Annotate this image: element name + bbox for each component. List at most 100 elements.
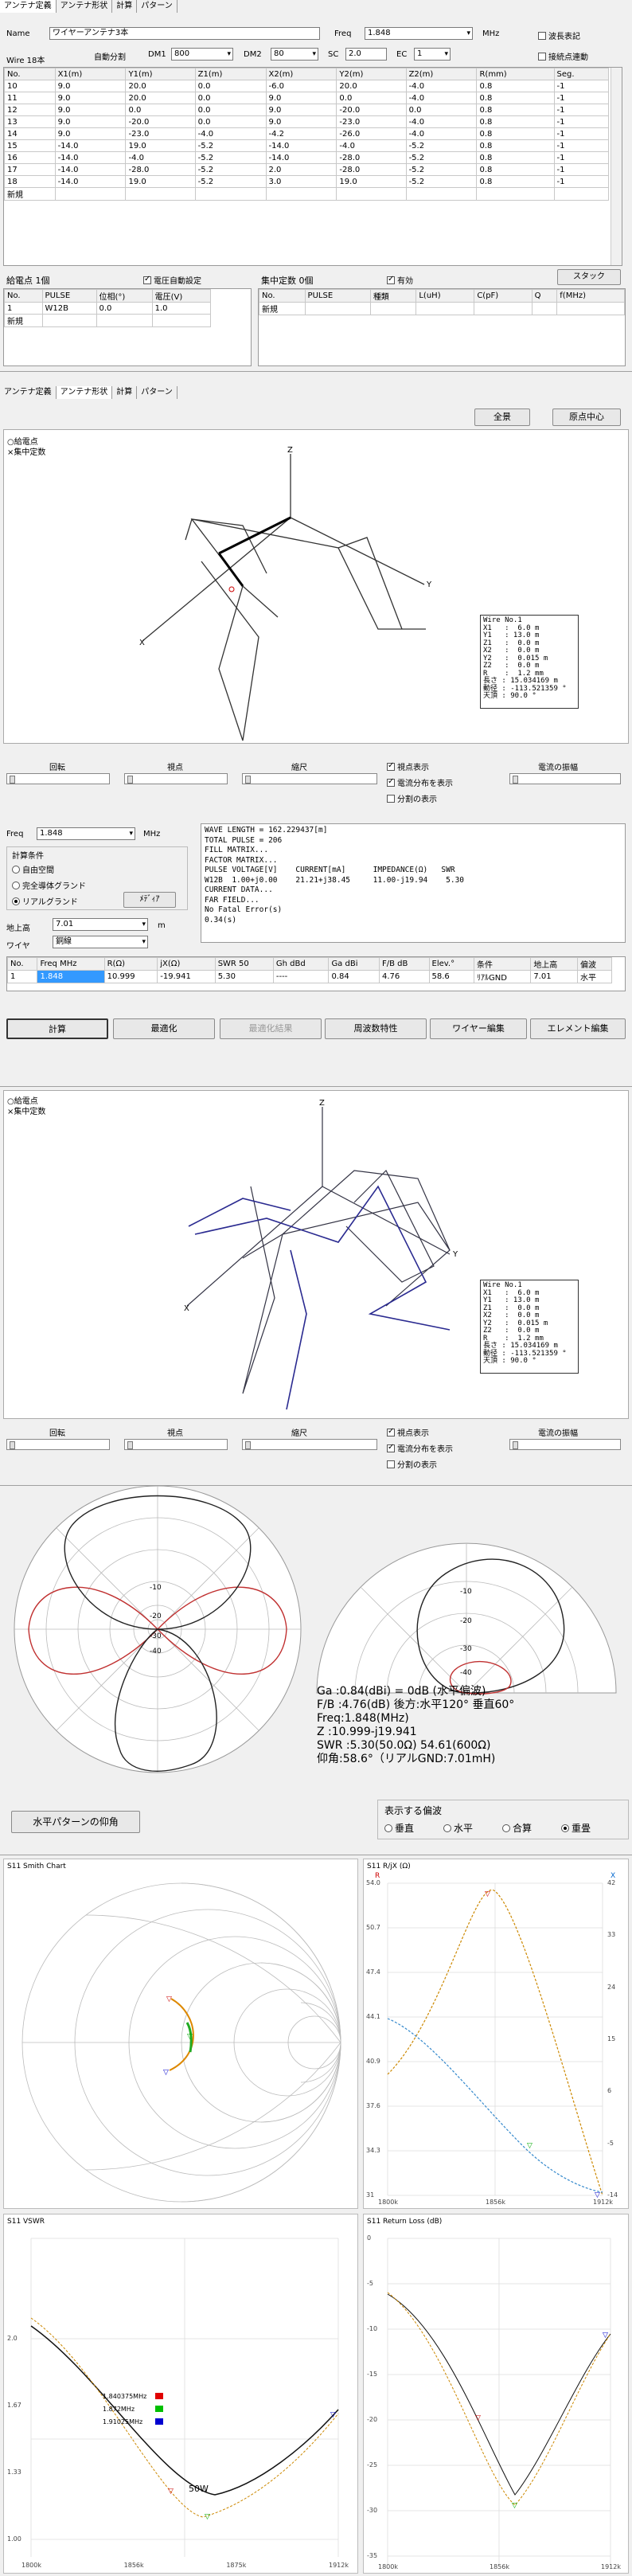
ec-select[interactable]: 1 — [414, 48, 451, 61]
optimize-button[interactable]: 最適化 — [113, 1018, 215, 1039]
table-cell[interactable]: -4.0 — [405, 80, 478, 92]
table-cell[interactable]: -5.2 — [405, 151, 478, 164]
table-cell[interactable]: -5.2 — [194, 151, 267, 164]
table-cell[interactable]: 9.0 — [265, 104, 337, 116]
table-cell[interactable]: -19.941 — [157, 970, 216, 983]
table-cell[interactable]: 0.8 — [476, 175, 555, 188]
real-ground-radio[interactable]: リアルグランド — [12, 895, 78, 907]
calc-header[interactable]: Freq MHz — [37, 957, 105, 971]
current-amp-slider[interactable] — [509, 773, 621, 784]
table-cell[interactable]: 5.30 — [214, 970, 274, 983]
rotate-slider[interactable] — [6, 773, 110, 784]
calc-button[interactable]: 計算 — [6, 1018, 108, 1039]
table-cell[interactable]: 12 — [4, 104, 56, 116]
load-header[interactable]: f(MHz) — [556, 289, 625, 303]
table-cell[interactable] — [474, 302, 533, 315]
table-cell[interactable]: -26.0 — [336, 127, 407, 140]
tab-antenna-shape[interactable]: アンテナ形状 — [56, 386, 113, 399]
table-cell[interactable]: 19.0 — [125, 175, 196, 188]
table-cell[interactable]: 14 — [4, 127, 56, 140]
feed-header[interactable]: 位相(°) — [96, 289, 153, 303]
table-cell[interactable]: -28.0 — [336, 151, 407, 164]
table-cell[interactable]: -23.0 — [336, 115, 407, 128]
wire_table-header[interactable]: X1(m) — [54, 68, 127, 80]
shape-view-1[interactable]: ○給電点 ×集中定数 X Y Z Wire No.1 X1 : 6.0 m Y1 :… — [3, 429, 629, 744]
table-cell[interactable]: 新規 — [259, 302, 306, 315]
show-current-checkbox[interactable]: 電流分布を表示 — [387, 1442, 453, 1454]
table-cell[interactable]: 新規 — [4, 187, 56, 201]
table-cell[interactable]: -4.0 — [405, 127, 478, 140]
table-cell[interactable]: -1 — [553, 151, 610, 164]
show-split-checkbox[interactable]: 分割の表示 — [387, 1458, 437, 1470]
table-cell[interactable]: 13 — [4, 115, 56, 128]
table-cell[interactable] — [405, 187, 478, 201]
table-cell[interactable]: 9.0 — [54, 80, 127, 92]
table-cell[interactable] — [265, 187, 337, 201]
feed-header[interactable]: PULSE — [41, 289, 97, 303]
rotate-slider[interactable] — [6, 1439, 110, 1450]
wire_table-header[interactable]: Y1(m) — [125, 68, 196, 80]
full-view-button[interactable]: 全景 — [474, 408, 530, 426]
calc-header[interactable]: jX(Ω) — [157, 957, 216, 971]
table-cell[interactable]: 9.0 — [265, 115, 337, 128]
table-cell[interactable]: 0.84 — [328, 970, 380, 983]
table-cell[interactable]: 17 — [4, 163, 56, 176]
table-cell[interactable] — [304, 302, 371, 315]
table-cell[interactable]: 19.0 — [336, 175, 407, 188]
table-cell[interactable] — [553, 187, 610, 201]
table-cell[interactable]: 0.0 — [194, 92, 267, 104]
calc-header[interactable]: SWR 50 — [214, 957, 274, 971]
table-cell[interactable]: 0.0 — [336, 92, 407, 104]
tab-pattern[interactable]: パターン — [137, 0, 178, 13]
table-cell[interactable]: 水平 — [577, 970, 612, 983]
table-cell[interactable] — [54, 187, 127, 201]
wire_table-header[interactable]: R(mm) — [476, 68, 555, 80]
table-cell[interactable]: 10.999 — [103, 970, 158, 983]
table-row[interactable]: 13 9.0 -20.0 0.0 9.0 -23.0 -4.0 0.8 -1 — [4, 115, 610, 128]
load-header[interactable]: PULSE — [304, 289, 371, 303]
table-cell[interactable]: 0.0 — [405, 104, 478, 116]
table-cell[interactable]: -5.2 — [405, 175, 478, 188]
table-cell[interactable] — [194, 187, 267, 201]
table-row[interactable]: 10 9.0 20.0 0.0 -6.0 20.0 -4.0 0.8 -1 — [4, 80, 610, 92]
table-cell[interactable]: -1 — [553, 80, 610, 92]
table-cell[interactable]: -6.0 — [265, 80, 337, 92]
table-cell[interactable]: 10 — [4, 80, 56, 92]
table-cell[interactable]: -20.0 — [125, 115, 196, 128]
table-cell[interactable]: -1 — [553, 163, 610, 176]
table-row[interactable]: 1 W12B 0.0 1.0 — [4, 302, 212, 315]
load-header[interactable]: C(pF) — [474, 289, 533, 303]
calc-freq-select[interactable]: 1.848 — [37, 827, 135, 840]
wire_table-header[interactable]: Z1(m) — [194, 68, 267, 80]
table-cell[interactable]: -14.0 — [265, 139, 337, 152]
wavelength-checkbox[interactable]: 波長表記 — [538, 29, 580, 41]
table-cell[interactable]: -4.0 — [125, 151, 196, 164]
connect-checkbox[interactable]: 接続点連動 — [538, 50, 588, 62]
table-cell[interactable]: 0.8 — [476, 92, 555, 104]
table-cell[interactable]: -1 — [553, 175, 610, 188]
table-cell[interactable] — [415, 302, 475, 315]
table-cell[interactable] — [369, 302, 417, 315]
table-cell[interactable]: -5.2 — [405, 139, 478, 152]
table-cell[interactable]: W12B — [41, 302, 97, 315]
table-cell[interactable]: -5.2 — [405, 163, 478, 176]
table-cell[interactable] — [151, 314, 212, 327]
tab-antenna-definition[interactable]: アンテナ定義 — [0, 0, 57, 13]
load-header[interactable]: No. — [259, 289, 306, 303]
table-cell[interactable]: 1 — [4, 302, 43, 315]
table-cell[interactable] — [96, 314, 153, 327]
pol-sum-radio[interactable]: 合算 — [502, 1821, 532, 1835]
current-amp-slider[interactable] — [509, 1439, 621, 1450]
shape-view-2[interactable]: ○給電点 ×集中定数 X Y Z Wire No.1 X1 : 6.0 m Y1 :… — [3, 1090, 629, 1419]
element-edit-button[interactable]: エレメント編集 — [530, 1018, 626, 1039]
calc-header[interactable]: Gh dBd — [272, 957, 330, 971]
table-cell[interactable]: 0.8 — [476, 80, 555, 92]
table-cell[interactable]: 2.0 — [265, 163, 337, 176]
table-row[interactable]: 15 -14.0 19.0 -5.2 -14.0 -4.0 -5.2 0.8 -1 — [4, 139, 610, 152]
table-cell[interactable]: -1 — [553, 139, 610, 152]
media-button[interactable]: ﾒﾃﾞｨｱ — [123, 892, 176, 908]
new-row[interactable]: 新規 — [4, 187, 610, 201]
table-row[interactable]: 1 1.848 10.999 -19.941 5.30 ---- 0.84 4.76 58.6 ﾘ… — [6, 970, 612, 983]
table-cell[interactable]: 0.8 — [476, 115, 555, 128]
show-viewpoint-checkbox[interactable]: 視点表示 — [387, 760, 429, 772]
